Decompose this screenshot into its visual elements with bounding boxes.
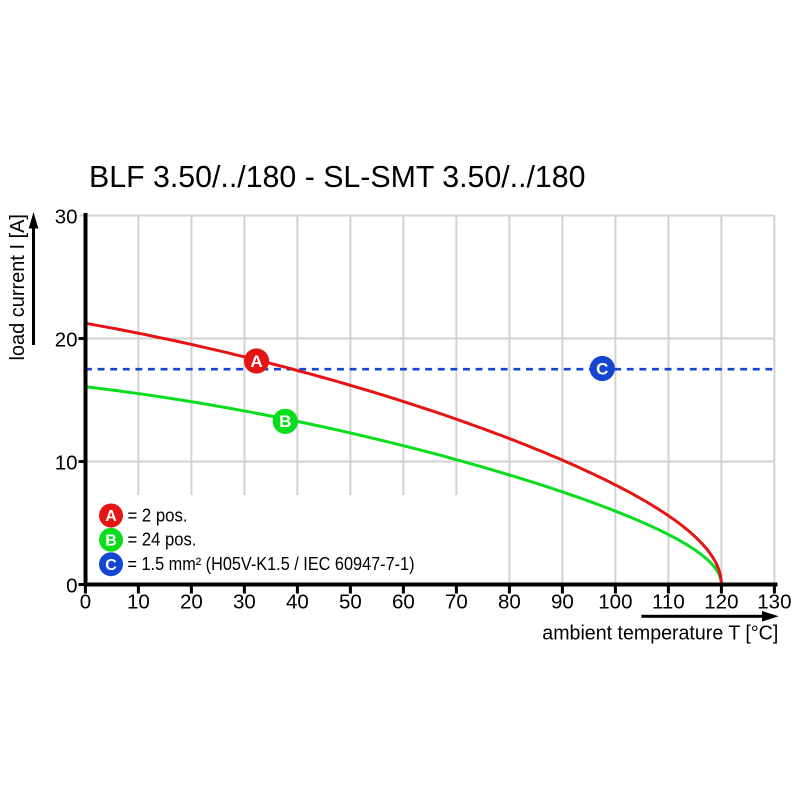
- svg-text:70: 70: [445, 590, 468, 613]
- svg-text:B: B: [279, 412, 291, 431]
- svg-text:BLF 3.50/../180 - SL-SMT 3.50/: BLF 3.50/../180 - SL-SMT 3.50/../180: [89, 159, 586, 194]
- svg-text:= 2 pos.: = 2 pos.: [128, 505, 188, 525]
- svg-text:C: C: [105, 557, 117, 574]
- svg-text:60: 60: [392, 590, 415, 613]
- svg-text:20: 20: [55, 328, 78, 351]
- svg-text:10: 10: [55, 451, 78, 474]
- svg-text:= 24 pos.: = 24 pos.: [128, 530, 197, 550]
- svg-text:30: 30: [233, 590, 256, 613]
- svg-text:C: C: [596, 359, 608, 378]
- svg-text:A: A: [250, 352, 262, 371]
- svg-text:90: 90: [551, 590, 574, 613]
- svg-text:0: 0: [80, 590, 91, 613]
- svg-text:B: B: [105, 532, 117, 549]
- svg-text:ambient temperature T [°C]: ambient temperature T [°C]: [542, 622, 778, 645]
- svg-text:100: 100: [598, 590, 632, 613]
- svg-text:80: 80: [498, 590, 521, 613]
- svg-text:40: 40: [286, 590, 309, 613]
- svg-text:load current I [A]: load current I [A]: [6, 214, 29, 361]
- svg-text:120: 120: [704, 590, 738, 613]
- svg-text:0: 0: [66, 574, 77, 597]
- svg-text:10: 10: [127, 590, 150, 613]
- svg-text:50: 50: [339, 590, 362, 613]
- svg-text:130: 130: [757, 590, 791, 613]
- svg-text:110: 110: [652, 590, 685, 613]
- svg-text:20: 20: [180, 590, 203, 613]
- svg-text:30: 30: [55, 205, 78, 228]
- svg-text:A: A: [105, 508, 117, 525]
- svg-text:= 1.5 mm² (H05V-K1.5 / IEC 609: = 1.5 mm² (H05V-K1.5 / IEC 60947-7-1): [128, 554, 415, 574]
